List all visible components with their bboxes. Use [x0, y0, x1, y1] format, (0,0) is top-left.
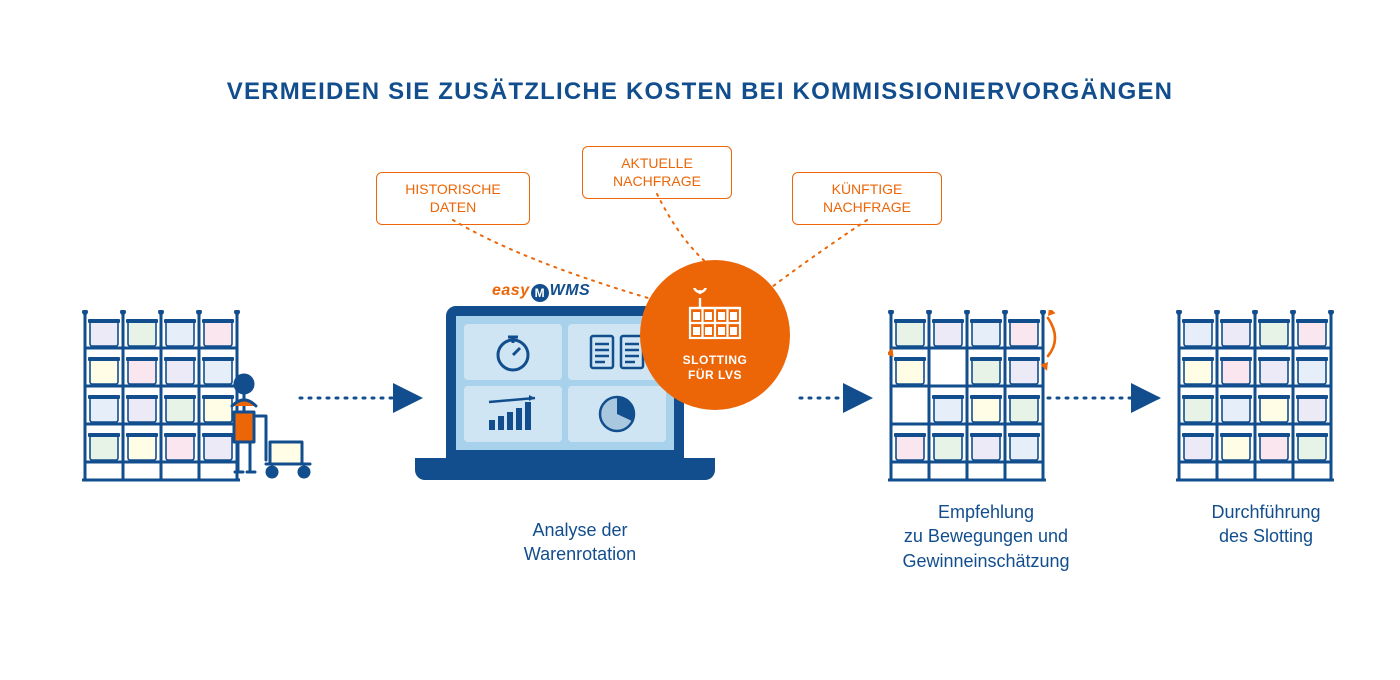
line1: Empfehlung	[938, 502, 1034, 522]
tag-historical-data: HISTORISCHE DATEN	[376, 172, 530, 225]
stopwatch-icon	[464, 324, 562, 380]
bar-chart-icon	[464, 386, 562, 442]
caption-recommendation: Empfehlung zu Bewegungen und Gewinneinsc…	[866, 500, 1106, 573]
shelf-right	[1176, 310, 1354, 500]
pie-chart-icon	[568, 386, 666, 442]
tag-line1: HISTORISCHE	[405, 181, 500, 197]
tag-future-demand: KÜNFTIGE NACHFRAGE	[792, 172, 942, 225]
badge-line1: SLOTTING	[683, 353, 748, 368]
tag-line1: KÜNFTIGE	[832, 181, 903, 197]
line3: Gewinneinschätzung	[902, 551, 1069, 571]
badge-line2: FÜR LVS	[688, 368, 742, 383]
logo-easy: easy	[492, 282, 530, 299]
connector-future	[768, 220, 867, 290]
tag-line2: NACHFRAGE	[823, 199, 911, 215]
line2: Warenrotation	[524, 544, 636, 564]
warehouse-pin-icon	[684, 288, 746, 347]
logo-m-icon: M	[531, 284, 549, 302]
caption-analysis: Analyse der Warenrotation	[460, 518, 700, 567]
line2: des Slotting	[1219, 526, 1313, 546]
shelf-mid	[888, 310, 1066, 500]
logo-wms: WMS	[550, 282, 591, 299]
caption-execution: Durchführung des Slotting	[1156, 500, 1376, 549]
line1: Analyse der	[532, 520, 627, 540]
easywms-logo: easyMWMS	[492, 282, 590, 302]
tag-line2: NACHFRAGE	[613, 173, 701, 189]
tag-current-demand: AKTUELLE NACHFRAGE	[582, 146, 732, 199]
title-text: VERMEIDEN SIE ZUSÄTZLICHE KOSTEN BEI KOM…	[227, 78, 1173, 105]
connector-current	[657, 194, 708, 264]
line1: Durchführung	[1211, 502, 1320, 522]
page-title: VERMEIDEN SIE ZUSÄTZLICHE KOSTEN BEI KOM…	[0, 78, 1400, 106]
tag-line1: AKTUELLE	[621, 155, 693, 171]
worker-with-pallet-icon	[226, 372, 314, 485]
line2: zu Bewegungen und	[904, 526, 1068, 546]
tag-line2: DATEN	[430, 199, 476, 215]
slotting-badge: SLOTTING FÜR LVS	[640, 260, 790, 410]
